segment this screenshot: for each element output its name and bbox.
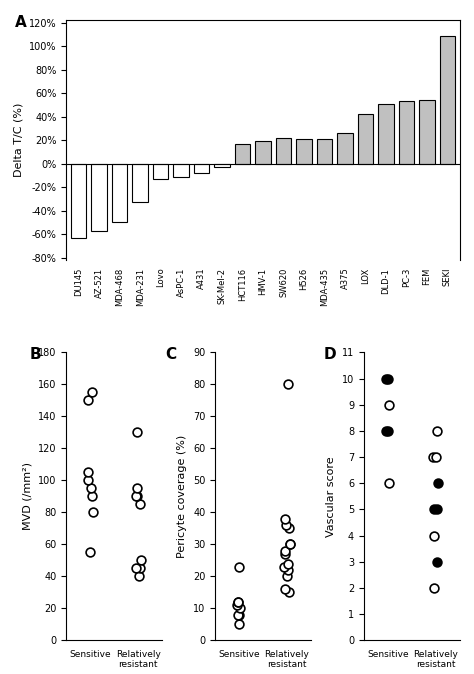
Point (433, 557, 441, 568)
Point (384, 373, 392, 384)
Point (282, 584, 289, 594)
Point (430, 530, 438, 541)
Bar (276, 137, 291, 164)
Bar (378, 104, 394, 164)
Point (429, 452, 437, 462)
Bar (214, 164, 230, 167)
Point (286, 539, 293, 550)
Point (236, 603, 244, 614)
Point (282, 520, 290, 530)
Bar (296, 139, 312, 164)
Point (235, 561, 243, 572)
Point (382, 425, 389, 436)
Bar (419, 100, 435, 164)
Point (285, 587, 292, 598)
Bar (317, 139, 332, 164)
Text: C: C (165, 346, 176, 362)
Point (84, 467, 92, 478)
Point (281, 545, 288, 556)
Bar (255, 142, 271, 164)
Point (283, 571, 291, 582)
Point (385, 478, 393, 489)
Text: D: D (324, 346, 336, 362)
Bar (399, 101, 414, 164)
Point (235, 596, 242, 607)
Point (137, 499, 144, 510)
Point (236, 619, 243, 630)
Point (235, 609, 243, 620)
Point (286, 539, 293, 550)
Point (84, 475, 92, 486)
Bar (91, 164, 107, 231)
Point (133, 491, 140, 501)
Point (285, 523, 292, 534)
Y-axis label: Vascular score: Vascular score (326, 456, 336, 537)
Point (84, 395, 91, 406)
Point (136, 563, 143, 574)
Bar (358, 115, 373, 164)
Point (89, 507, 97, 518)
Point (233, 600, 241, 611)
Point (282, 549, 289, 559)
Bar (337, 133, 353, 164)
Y-axis label: Delta T/C (%): Delta T/C (%) (13, 103, 23, 177)
Point (433, 504, 440, 515)
Point (281, 561, 288, 572)
Y-axis label: MVD (/mm²): MVD (/mm²) (23, 462, 33, 530)
Point (284, 379, 292, 390)
Bar (112, 164, 128, 222)
Point (281, 514, 289, 524)
Bar (173, 164, 189, 177)
Text: A: A (15, 16, 27, 30)
Point (133, 427, 141, 438)
Bar (235, 144, 250, 164)
Point (87, 483, 95, 494)
Bar (132, 164, 148, 202)
Point (284, 558, 292, 569)
Point (133, 491, 140, 501)
Point (86, 547, 93, 558)
Point (234, 609, 242, 620)
Point (430, 582, 438, 593)
Point (284, 565, 292, 576)
Point (133, 483, 140, 494)
Y-axis label: Pericyte coverage (%): Pericyte coverage (%) (177, 435, 187, 558)
Point (430, 504, 438, 515)
Point (383, 373, 390, 384)
Point (132, 563, 139, 574)
Bar (194, 164, 210, 173)
Point (385, 425, 392, 436)
Bar (153, 164, 168, 179)
Point (89, 387, 96, 398)
Point (234, 596, 242, 607)
Point (434, 425, 441, 436)
Point (434, 478, 442, 489)
Point (432, 452, 440, 462)
Point (88, 491, 95, 501)
Point (135, 571, 143, 582)
Point (137, 555, 145, 565)
Bar (440, 36, 455, 164)
Point (385, 400, 393, 410)
Bar (71, 164, 86, 238)
Text: B: B (30, 346, 42, 362)
